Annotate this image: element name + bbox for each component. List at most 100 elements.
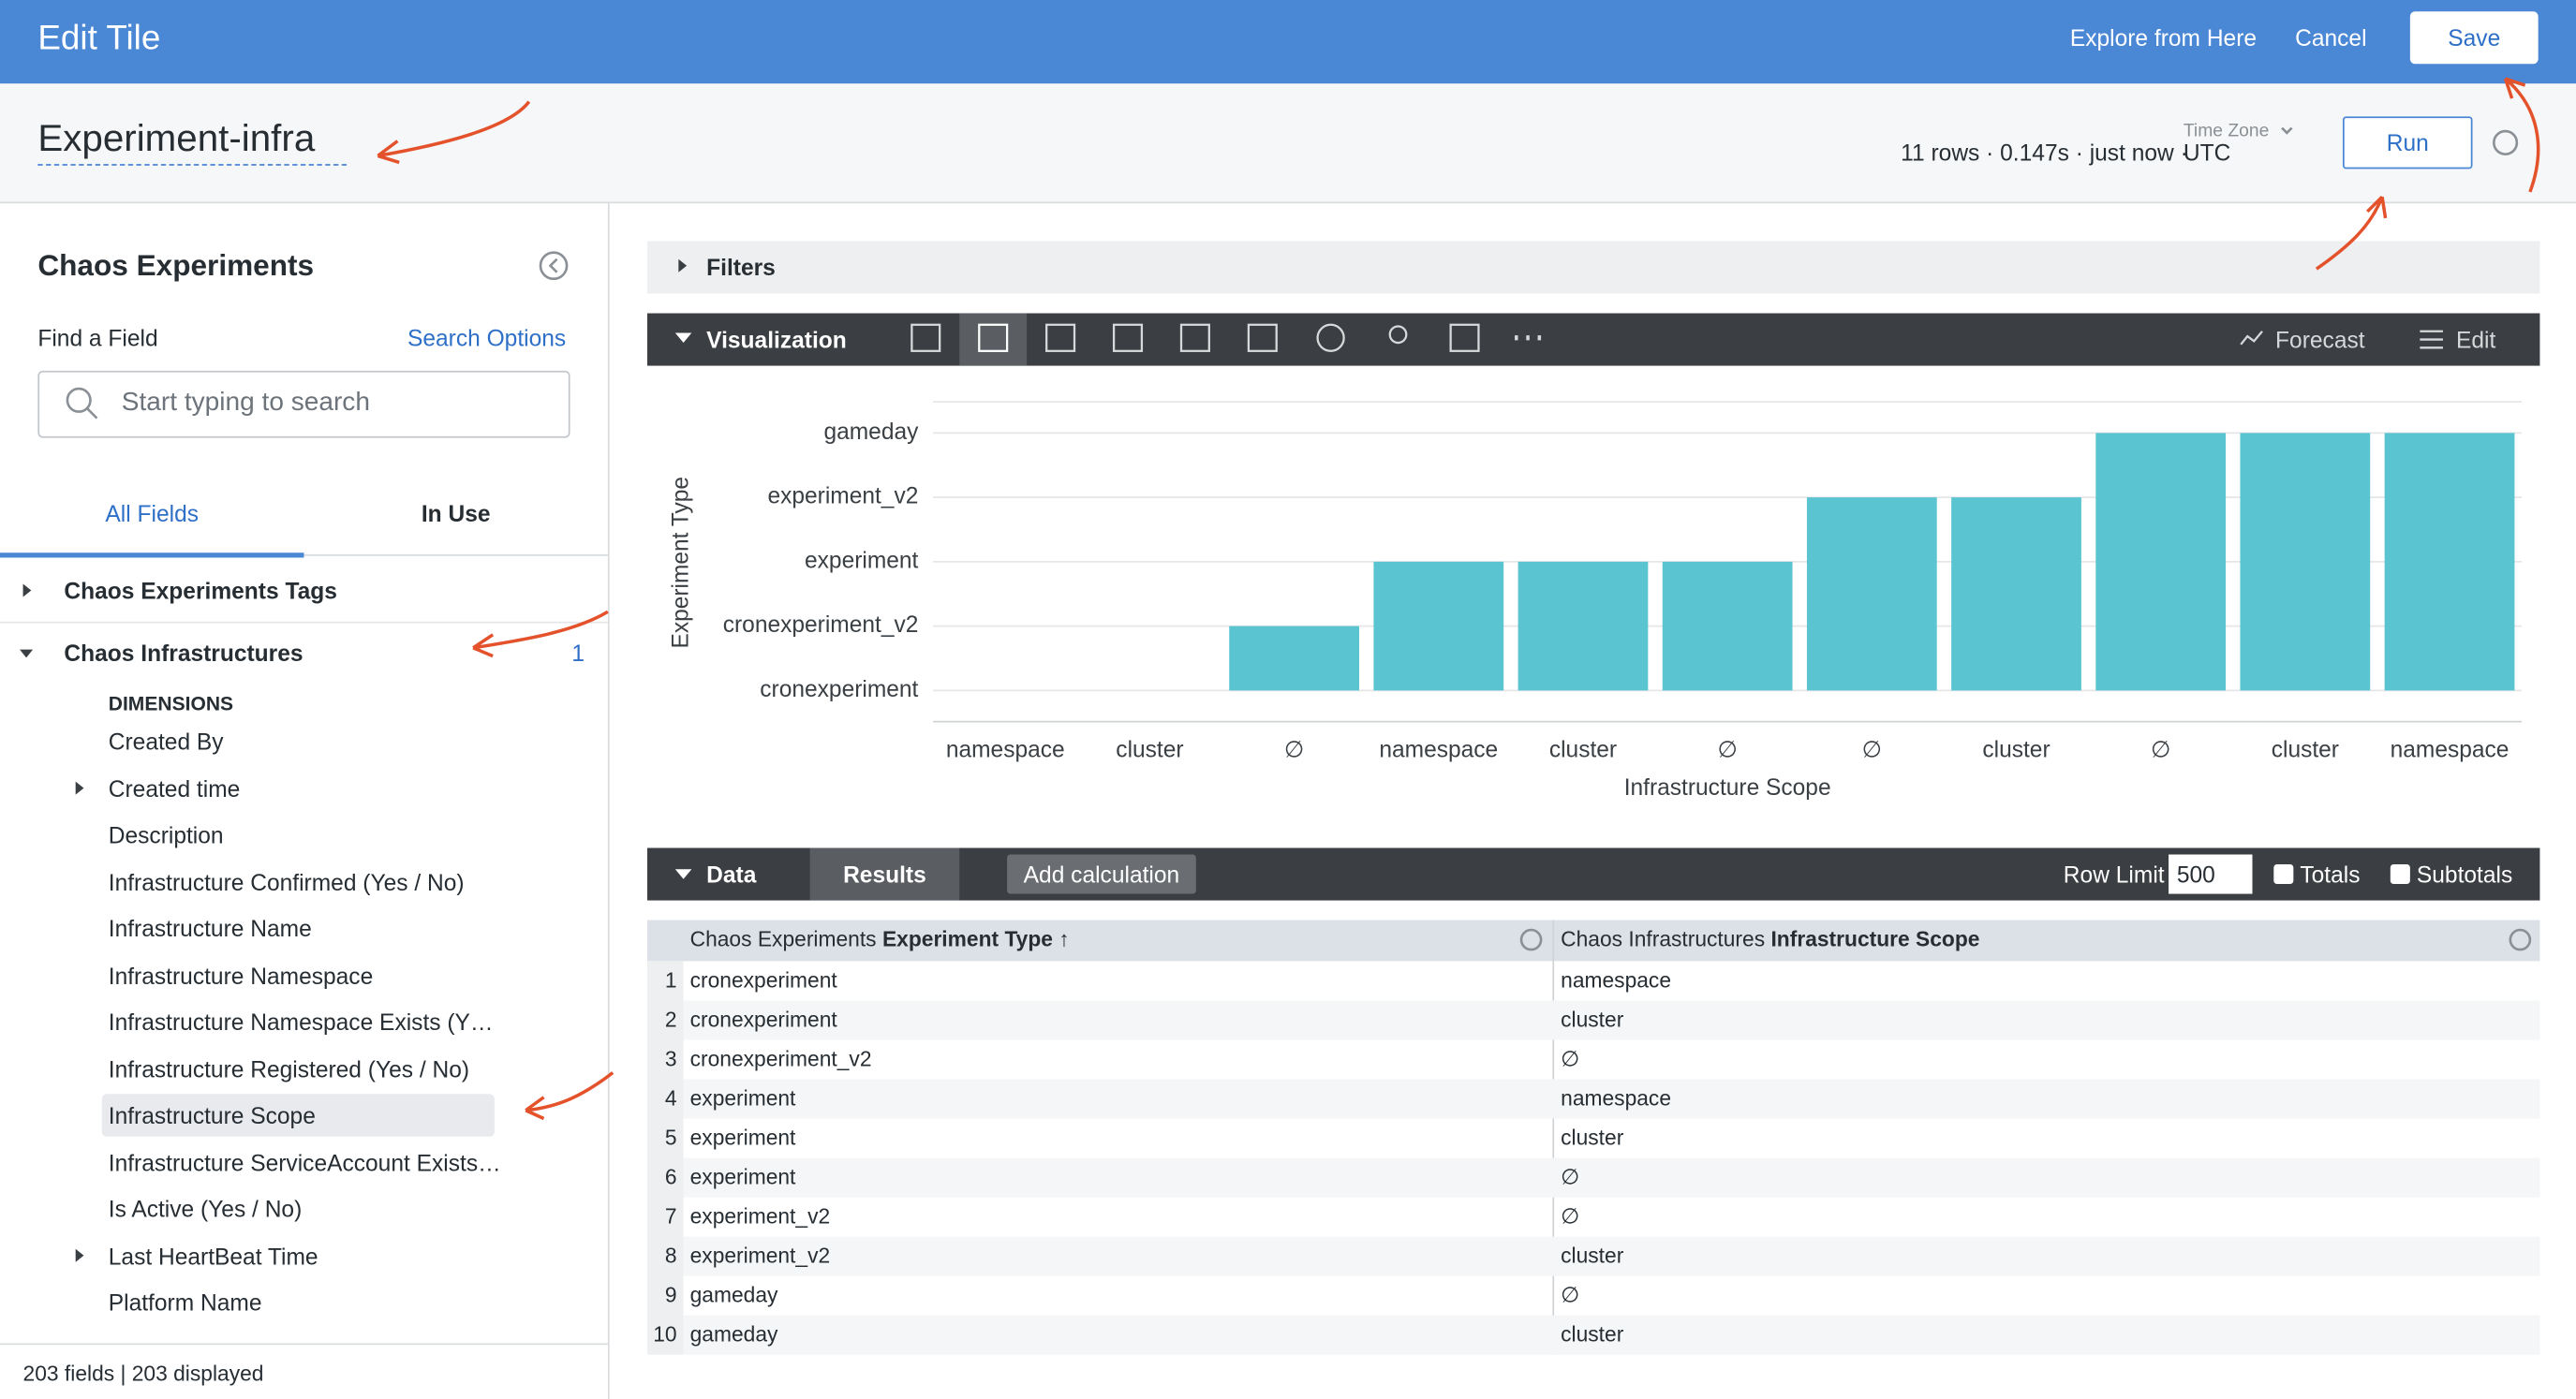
- column-gear[interactable]: [2509, 928, 2532, 951]
- x-axis-title: Infrastructure Scope: [1624, 775, 1831, 801]
- row-number: 8: [664, 1243, 677, 1268]
- arrow: [2503, 77, 2540, 193]
- forecast-icon: [2240, 331, 2263, 346]
- bar: [1229, 626, 1359, 691]
- area-icon[interactable]: [1247, 323, 1278, 352]
- search-box[interactable]: [37, 370, 570, 438]
- tab-underline: [0, 553, 608, 556]
- group-count: 1: [571, 640, 585, 667]
- field-item[interactable]: Created By: [108, 728, 224, 755]
- field-item[interactable]: Infrastructure Namespace: [108, 962, 374, 989]
- time-zone-label[interactable]: Time Zone: [2183, 121, 2270, 141]
- field-item[interactable]: Platform Name: [108, 1289, 262, 1316]
- field-item[interactable]: Infrastructure Name: [108, 915, 312, 942]
- field-count: 203 fields | 203 displayed: [22, 1361, 264, 1386]
- y-tick-label: experiment: [805, 548, 919, 573]
- field-group[interactable]: Chaos Infrastructures: [64, 640, 303, 667]
- tab-in-use[interactable]: In Use: [421, 500, 491, 527]
- column-field: Infrastructure Scope: [1770, 926, 1980, 951]
- cell: gameday: [689, 1321, 778, 1347]
- search-options[interactable]: Search Options: [407, 324, 567, 351]
- column-icon[interactable]: [1045, 323, 1076, 352]
- filters-bar[interactable]: [647, 241, 2540, 294]
- results-tab[interactable]: Results: [843, 861, 926, 888]
- sidebar: [0, 203, 610, 1399]
- column-header[interactable]: Chaos Infrastructures Infrastructure Sco…: [1561, 923, 1979, 956]
- cancel-button[interactable]: Cancel: [2295, 24, 2367, 52]
- find-label: Find a Field: [37, 324, 158, 351]
- cell: ∅: [1561, 1164, 1580, 1189]
- column-header[interactable]: Chaos Experiments Experiment Type ↑: [690, 923, 1070, 956]
- annotation-arrows: [377, 77, 2540, 1121]
- cell: cluster: [1561, 1321, 1624, 1347]
- field-group[interactable]: Chaos Experiments Tags: [64, 577, 337, 604]
- field-item[interactable]: Infrastructure Registered (Yes / No): [108, 1055, 470, 1082]
- bar: [1373, 561, 1504, 691]
- row-number: 1: [664, 967, 677, 993]
- cell: ∅: [1561, 1282, 1580, 1307]
- cell: cluster: [1561, 1243, 1624, 1268]
- cell: experiment: [689, 1085, 796, 1111]
- field-item[interactable]: Infrastructure Confirmed (Yes / No): [108, 868, 465, 895]
- time-zone[interactable]: UTC: [2183, 139, 2231, 166]
- field-item[interactable]: Created time: [108, 774, 241, 802]
- map-icon[interactable]: [1388, 325, 1408, 345]
- table-icon[interactable]: [910, 323, 941, 352]
- add-calculation[interactable]: Add calculation: [1007, 854, 1196, 894]
- bar: [2095, 433, 2227, 691]
- single-value-icon[interactable]: [1449, 323, 1480, 352]
- forecast-button[interactable]: Forecast: [2275, 326, 2365, 353]
- totals-checkbox[interactable]: [2273, 864, 2294, 885]
- row-limit-input[interactable]: 500: [2169, 854, 2253, 894]
- cell: experiment_v2: [689, 1243, 831, 1268]
- field-item[interactable]: Infrastructure Scope: [108, 1101, 316, 1129]
- arrow: [377, 100, 531, 165]
- row-number: 4: [664, 1085, 677, 1111]
- viz-caret: [674, 332, 692, 344]
- field-item[interactable]: Infrastructure ServiceAccount Exists…: [108, 1148, 501, 1175]
- x-tick-label: cluster: [1982, 738, 2050, 763]
- row-number-column: [647, 961, 684, 1355]
- settings-icon[interactable]: [2492, 129, 2519, 155]
- tile-title[interactable]: Experiment-infra: [37, 115, 348, 166]
- row-stripe: [683, 1157, 2540, 1198]
- collapse-icon[interactable]: [539, 251, 569, 281]
- scatter-icon[interactable]: [1112, 323, 1144, 352]
- x-tick-label: ∅: [1717, 738, 1737, 763]
- pie-icon[interactable]: [1316, 323, 1345, 352]
- field-item[interactable]: Last HeartBeat Time: [108, 1242, 318, 1269]
- explore-button[interactable]: Explore from Here: [2069, 24, 2258, 52]
- viz-label[interactable]: Visualization: [706, 326, 847, 353]
- cell: namespace: [1561, 1085, 1672, 1111]
- y-tick-label: gameday: [823, 420, 919, 445]
- bar-icon[interactable]: [978, 323, 1009, 352]
- row-limit-label: Row Limit: [2063, 861, 2165, 888]
- field-item[interactable]: Is Active (Yes / No): [108, 1195, 303, 1222]
- line-icon[interactable]: [1179, 323, 1210, 352]
- run-button[interactable]: Run: [2342, 116, 2473, 169]
- edit-button[interactable]: Edit: [2455, 326, 2496, 353]
- column-view: Chaos Infrastructures: [1561, 926, 1766, 951]
- row-stripe: [683, 1236, 2540, 1276]
- sidebar-footer: [0, 1343, 608, 1399]
- arrow: [472, 610, 609, 658]
- tz-caret: [2281, 126, 2293, 135]
- field-item[interactable]: Infrastructure Namespace Exists (Y…: [108, 1009, 494, 1036]
- row-number: 10: [653, 1321, 677, 1347]
- save-button[interactable]: Save: [2409, 11, 2539, 65]
- search-icon: [66, 387, 92, 413]
- filters-caret: [678, 258, 688, 272]
- cell: ∅: [1561, 1046, 1580, 1071]
- column-gear[interactable]: [1519, 928, 1543, 951]
- cell: experiment: [689, 1125, 796, 1150]
- viz-selected: [959, 313, 1028, 366]
- y-tick-label: cronexperiment: [760, 677, 918, 702]
- cell: namespace: [1561, 967, 1672, 993]
- data-tab[interactable]: Data: [706, 861, 757, 888]
- subtotals-checkbox[interactable]: [2390, 864, 2410, 885]
- tab-all-fields[interactable]: All Fields: [105, 500, 200, 527]
- x-tick-label: ∅: [1862, 738, 1882, 763]
- field-item[interactable]: Description: [108, 821, 224, 848]
- row-stripe: [683, 1315, 2540, 1355]
- edit-icon: [2420, 330, 2443, 349]
